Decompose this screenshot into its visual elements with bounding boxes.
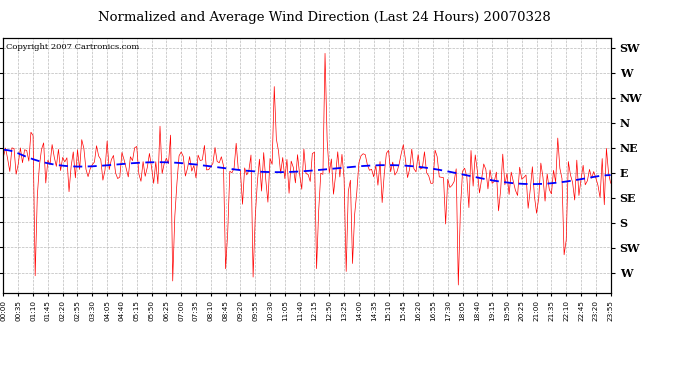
Text: Normalized and Average Wind Direction (Last 24 Hours) 20070328: Normalized and Average Wind Direction (L… [98, 11, 551, 24]
Text: Copyright 2007 Cartronics.com: Copyright 2007 Cartronics.com [6, 43, 140, 51]
